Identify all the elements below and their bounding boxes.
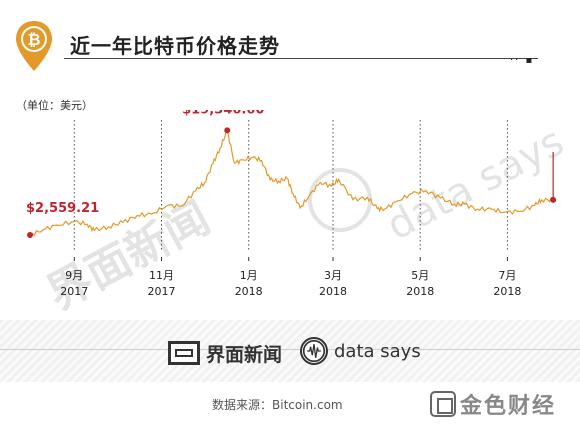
corner-watermark-logo: 金色财经 [430, 388, 556, 420]
unit-label: （单位：美元） [16, 99, 93, 112]
corner-logo-icon [430, 391, 456, 417]
title-divider [64, 58, 538, 59]
brand-jiemian: 界面新闻 [168, 340, 282, 366]
x-tick-year: 2018 [235, 285, 263, 298]
corner-logo-label: 金色财经 [460, 394, 557, 419]
x-tick-month: 5月 [411, 269, 429, 282]
bitcoin-pin-icon: ₿ [16, 21, 52, 71]
brand-datasays-label: data says [334, 340, 421, 362]
x-axis-ticks: 9月 2017 11月 2017 1月 2018 3月 2018 5月 2018 7月 2018 [60, 257, 521, 298]
x-tick-month: 11月 [149, 269, 174, 282]
footer-divider [0, 349, 580, 350]
chart-gridlines [73, 120, 554, 251]
x-tick-year: 2017 [148, 285, 176, 298]
x-tick-year: 2018 [406, 285, 434, 298]
footer-band [0, 320, 580, 382]
x-tick-year: 2018 [493, 285, 521, 298]
jiemian-logo-icon [168, 341, 200, 365]
x-tick-year: 2017 [60, 285, 88, 298]
price-marker [27, 232, 33, 239]
x-tick-year: 2018 [319, 285, 347, 298]
price-chart: 界面新闻 data says $2,559.21 $19,346.60 9月 201… [26, 110, 571, 320]
watermark-datasays-icon [308, 168, 372, 232]
x-tick-month: 3月 [324, 269, 342, 282]
datasays-logo-icon [300, 337, 328, 365]
brand-datasays: data says [300, 336, 421, 366]
x-tick-month: 7月 [498, 269, 516, 282]
svg-text:₿: ₿ [27, 30, 40, 49]
annotation-label: $19,346.60 [182, 110, 264, 117]
chart-watermark: 界面新闻 data says [39, 119, 571, 320]
x-tick-month: 1月 [240, 269, 258, 282]
page-title: 近一年比特币价格走势 [70, 34, 280, 58]
watermark-datasays: data says [380, 119, 572, 250]
price-marker [550, 196, 557, 203]
title-rule-dots: ·· ▪ [510, 55, 535, 66]
price-marker [224, 127, 231, 134]
chart-annotations: $2,559.21 $19,346.60 [26, 110, 264, 216]
brand-jiemian-label: 界面新闻 [206, 343, 283, 366]
price-series-line [29, 129, 554, 237]
chart-markers [27, 127, 557, 239]
annotation-label: $2,559.21 [26, 201, 99, 216]
data-source: 数据来源：Bitcoin.com [212, 398, 343, 412]
x-tick-month: 9月 [65, 269, 83, 282]
